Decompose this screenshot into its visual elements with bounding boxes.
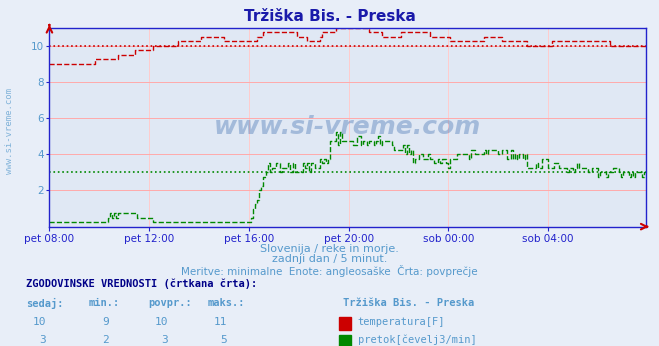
Text: Tržiška Bis. - Preska: Tržiška Bis. - Preska: [244, 9, 415, 24]
Text: 9: 9: [102, 317, 109, 327]
Text: Meritve: minimalne  Enote: angleosaške  Črta: povprečje: Meritve: minimalne Enote: angleosaške Čr…: [181, 265, 478, 277]
Text: Tržiška Bis. - Preska: Tržiška Bis. - Preska: [343, 298, 474, 308]
Text: Slovenija / reke in morje.: Slovenija / reke in morje.: [260, 244, 399, 254]
Text: 10: 10: [155, 317, 168, 327]
Text: 5: 5: [221, 335, 227, 345]
Text: 11: 11: [214, 317, 227, 327]
Text: www.si-vreme.com: www.si-vreme.com: [5, 89, 14, 174]
Text: 3: 3: [161, 335, 168, 345]
Text: ZGODOVINSKE VREDNOSTI (črtkana črta):: ZGODOVINSKE VREDNOSTI (črtkana črta):: [26, 279, 258, 289]
Text: pretok[čevelj3/min]: pretok[čevelj3/min]: [358, 335, 476, 345]
Text: 3: 3: [40, 335, 46, 345]
Text: zadnji dan / 5 minut.: zadnji dan / 5 minut.: [272, 254, 387, 264]
Text: 10: 10: [33, 317, 46, 327]
Text: www.si-vreme.com: www.si-vreme.com: [214, 115, 481, 139]
Text: min.:: min.:: [89, 298, 120, 308]
Text: 2: 2: [102, 335, 109, 345]
Text: temperatura[F]: temperatura[F]: [358, 317, 445, 327]
Text: povpr.:: povpr.:: [148, 298, 192, 308]
Text: maks.:: maks.:: [208, 298, 245, 308]
Text: sedaj:: sedaj:: [26, 298, 64, 309]
